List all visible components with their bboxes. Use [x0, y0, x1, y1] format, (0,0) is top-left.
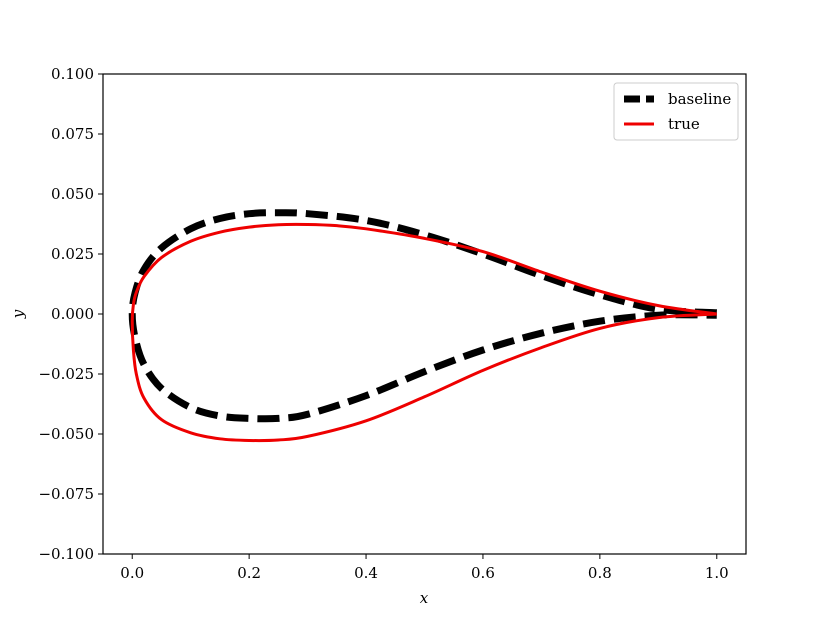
- x-axis-label: x: [420, 589, 429, 607]
- y-tick-label: 0.075: [51, 125, 94, 143]
- legend: baseline true: [613, 82, 739, 141]
- x-tick-label: 0.2: [237, 564, 261, 582]
- x-tick-label: 0.4: [354, 564, 378, 582]
- x-tick-label: 0.6: [471, 564, 495, 582]
- x-tick-label: 0.0: [120, 564, 144, 582]
- series-line-baseline: [128, 209, 717, 423]
- legend-box: [613, 82, 739, 141]
- y-tick-label: 0.100: [51, 65, 94, 83]
- axis-ticks: 0.0 0.2 0.4 0.6 0.8 1.0 0.100 0.075 0.050 0.025 0.…: [38, 65, 728, 582]
- y-tick-label: 0.000: [51, 305, 94, 323]
- y-axis-label: y: [9, 309, 27, 319]
- x-tick-label: 1.0: [705, 564, 729, 582]
- series-line-true: [130, 222, 717, 443]
- legend-label-true: true: [668, 115, 700, 133]
- y-tick-label: 0.050: [51, 185, 94, 203]
- legend-label-baseline: baseline: [668, 90, 731, 108]
- y-tick-label: −0.100: [38, 545, 94, 563]
- y-tick-label: −0.025: [38, 365, 94, 383]
- y-tick-label: −0.075: [38, 485, 94, 503]
- x-tick-label: 0.8: [588, 564, 612, 582]
- series-layer: [128, 209, 717, 443]
- y-tick-label: 0.025: [51, 245, 94, 263]
- y-tick-label: −0.050: [38, 425, 94, 443]
